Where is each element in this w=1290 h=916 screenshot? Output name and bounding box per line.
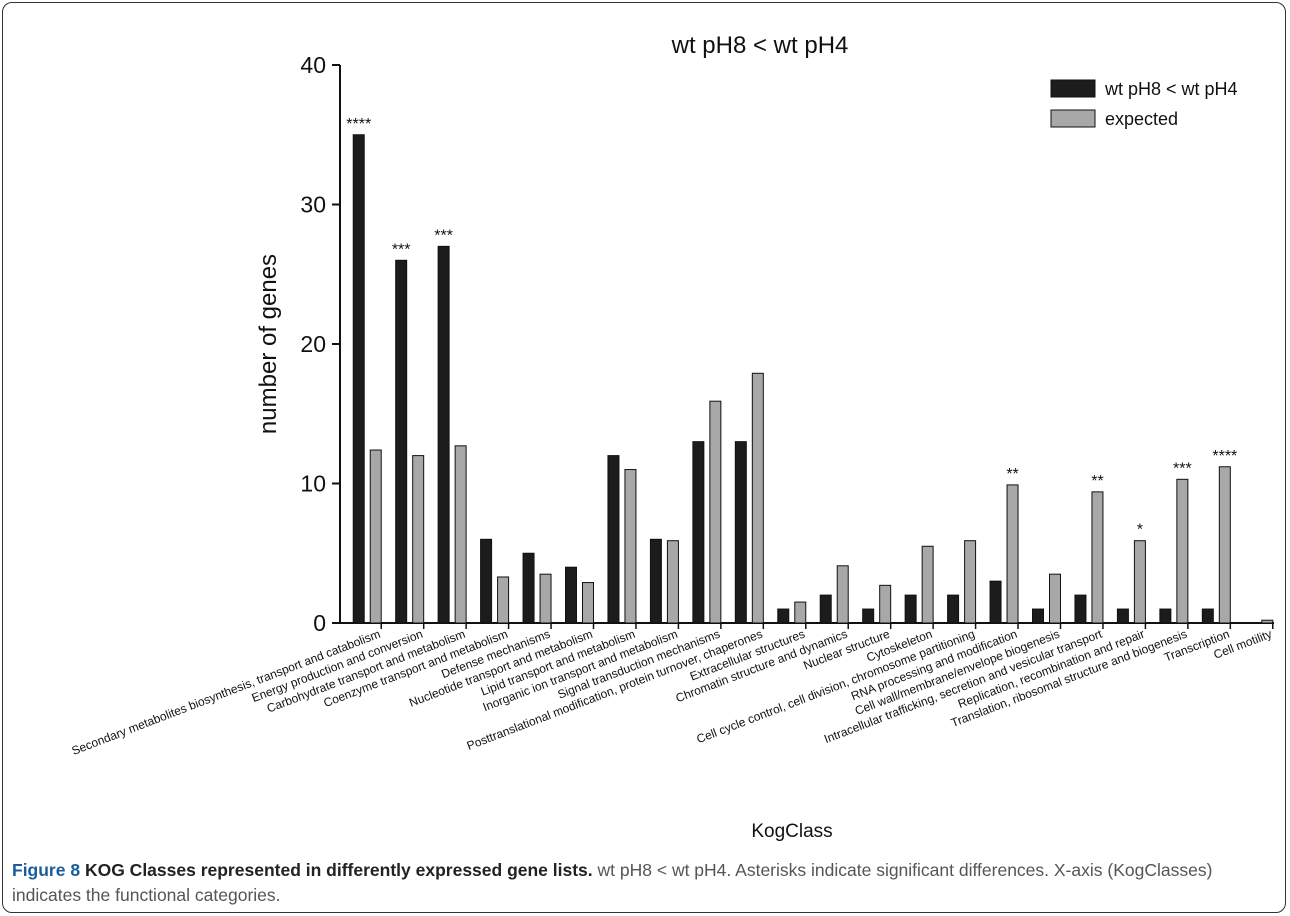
legend-label: wt pH8 < wt pH4 [1104, 79, 1238, 99]
bar [1116, 608, 1129, 624]
bar [836, 565, 849, 624]
x-axis-label: KogClass [751, 821, 832, 842]
bar [964, 540, 977, 624]
bar [1176, 478, 1189, 624]
bar [904, 594, 917, 624]
bar [480, 538, 493, 624]
bar [437, 245, 450, 624]
significance-label: ** [1006, 466, 1018, 483]
bar [666, 540, 679, 624]
y-tick-label: 10 [300, 471, 326, 497]
significance-label: *** [392, 241, 411, 258]
bar [734, 441, 747, 624]
caption-title: KOG Classes represented in differently e… [84, 860, 593, 880]
bar [692, 441, 705, 624]
bar [369, 449, 382, 624]
legend-label: expected [1105, 109, 1178, 129]
bar-chart: wt pH8 < wt pH4 number of genes KogClass… [70, 32, 1274, 842]
legend-swatch [1050, 109, 1096, 128]
bar [1032, 608, 1044, 624]
bar [777, 608, 790, 624]
bar [1261, 619, 1274, 624]
chart-title: wt pH8 < wt pH4 [671, 32, 849, 59]
bar [522, 552, 535, 624]
bar [454, 445, 467, 624]
significance-label: **** [1212, 448, 1237, 465]
bar [395, 259, 408, 624]
caption-label: Figure 8 [12, 860, 81, 880]
y-tick-label: 40 [300, 52, 326, 78]
bars [352, 134, 1274, 624]
bar [862, 608, 875, 624]
bar [794, 601, 807, 624]
bar [582, 582, 594, 624]
y-tick-label: 0 [313, 610, 326, 636]
y-tick-label: 20 [300, 331, 326, 357]
bar [709, 400, 722, 624]
significance-label: *** [434, 227, 453, 244]
bar [412, 455, 425, 624]
bar [565, 566, 577, 624]
bar [1159, 608, 1172, 624]
bar [921, 545, 934, 624]
bar [1201, 608, 1214, 624]
bar [1006, 484, 1019, 624]
bar [352, 134, 365, 624]
bar [751, 372, 764, 624]
bar [879, 584, 892, 624]
bar [1091, 491, 1104, 624]
y-axis-label: number of genes [255, 254, 282, 434]
bar [624, 469, 637, 624]
bar [1133, 540, 1146, 624]
bar [1074, 594, 1087, 624]
legend-swatch [1050, 79, 1096, 98]
bar [649, 538, 662, 624]
bar [497, 576, 510, 624]
bar [947, 594, 960, 624]
bar [819, 594, 832, 624]
legend: wt pH8 < wt pH4 expected [1050, 79, 1238, 129]
bar [1049, 573, 1061, 624]
significance-label: * [1137, 522, 1143, 539]
significance-label: ** [1091, 473, 1103, 490]
significance-label: *** [1173, 460, 1192, 477]
figure-caption: Figure 8 KOG Classes represented in diff… [12, 858, 1280, 908]
y-tick-label: 30 [300, 192, 326, 218]
significance-label: **** [346, 116, 371, 133]
labels: Secondary metabolites biosynthesis, tran… [70, 116, 1274, 758]
bar [607, 455, 620, 624]
bar [539, 573, 552, 624]
caption-text: wt pH8 < wt pH4. Asterisks indicate sign… [12, 860, 1213, 905]
bar [1218, 466, 1231, 624]
bar [989, 580, 1002, 624]
